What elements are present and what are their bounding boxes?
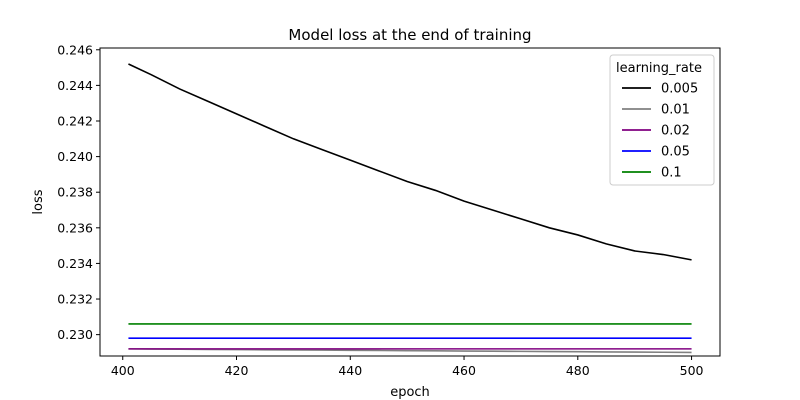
chart-title: Model loss at the end of training [288,26,531,44]
x-tick-label: 440 [338,363,362,378]
plot-frame [99,47,721,357]
y-tick-label: 0.240 [57,149,93,164]
x-axis-label: epoch [390,385,430,400]
x-axis: 400 420 440 460 480 500 [111,356,704,378]
legend-label-0.01: 0.01 [661,103,690,118]
y-tick-label: 0.242 [57,113,93,128]
y-tick-label: 0.230 [57,327,93,342]
y-tick-label: 0.234 [57,256,93,271]
legend-label-0.02: 0.02 [661,124,690,139]
y-tick-label: 0.246 [57,42,93,57]
x-tick-label: 400 [111,363,135,378]
y-tick-label: 0.232 [57,292,93,307]
x-tick-label: 460 [452,363,476,378]
plot-area [128,63,692,354]
legend-label-0.05: 0.05 [661,145,690,160]
legend-label-0.1: 0.1 [661,166,682,181]
y-tick-label: 0.244 [57,78,93,93]
y-tick-label: 0.238 [57,185,93,200]
y-axis: 0.230 0.232 0.234 0.236 0.238 0.240 0.242 0.244… [57,42,100,342]
legend: learning_rate 0.005 0.01 0.02 0.05 0.1 [609,54,715,186]
x-tick-label: 500 [680,363,704,378]
legend-title: learning_rate [616,61,702,76]
y-tick-label: 0.236 [57,220,93,235]
legend-label-0.005: 0.005 [661,82,698,97]
y-axis-label: loss [31,189,46,214]
series-line-0.005 [128,63,692,261]
x-tick-label: 480 [566,363,590,378]
x-tick-label: 420 [225,363,249,378]
